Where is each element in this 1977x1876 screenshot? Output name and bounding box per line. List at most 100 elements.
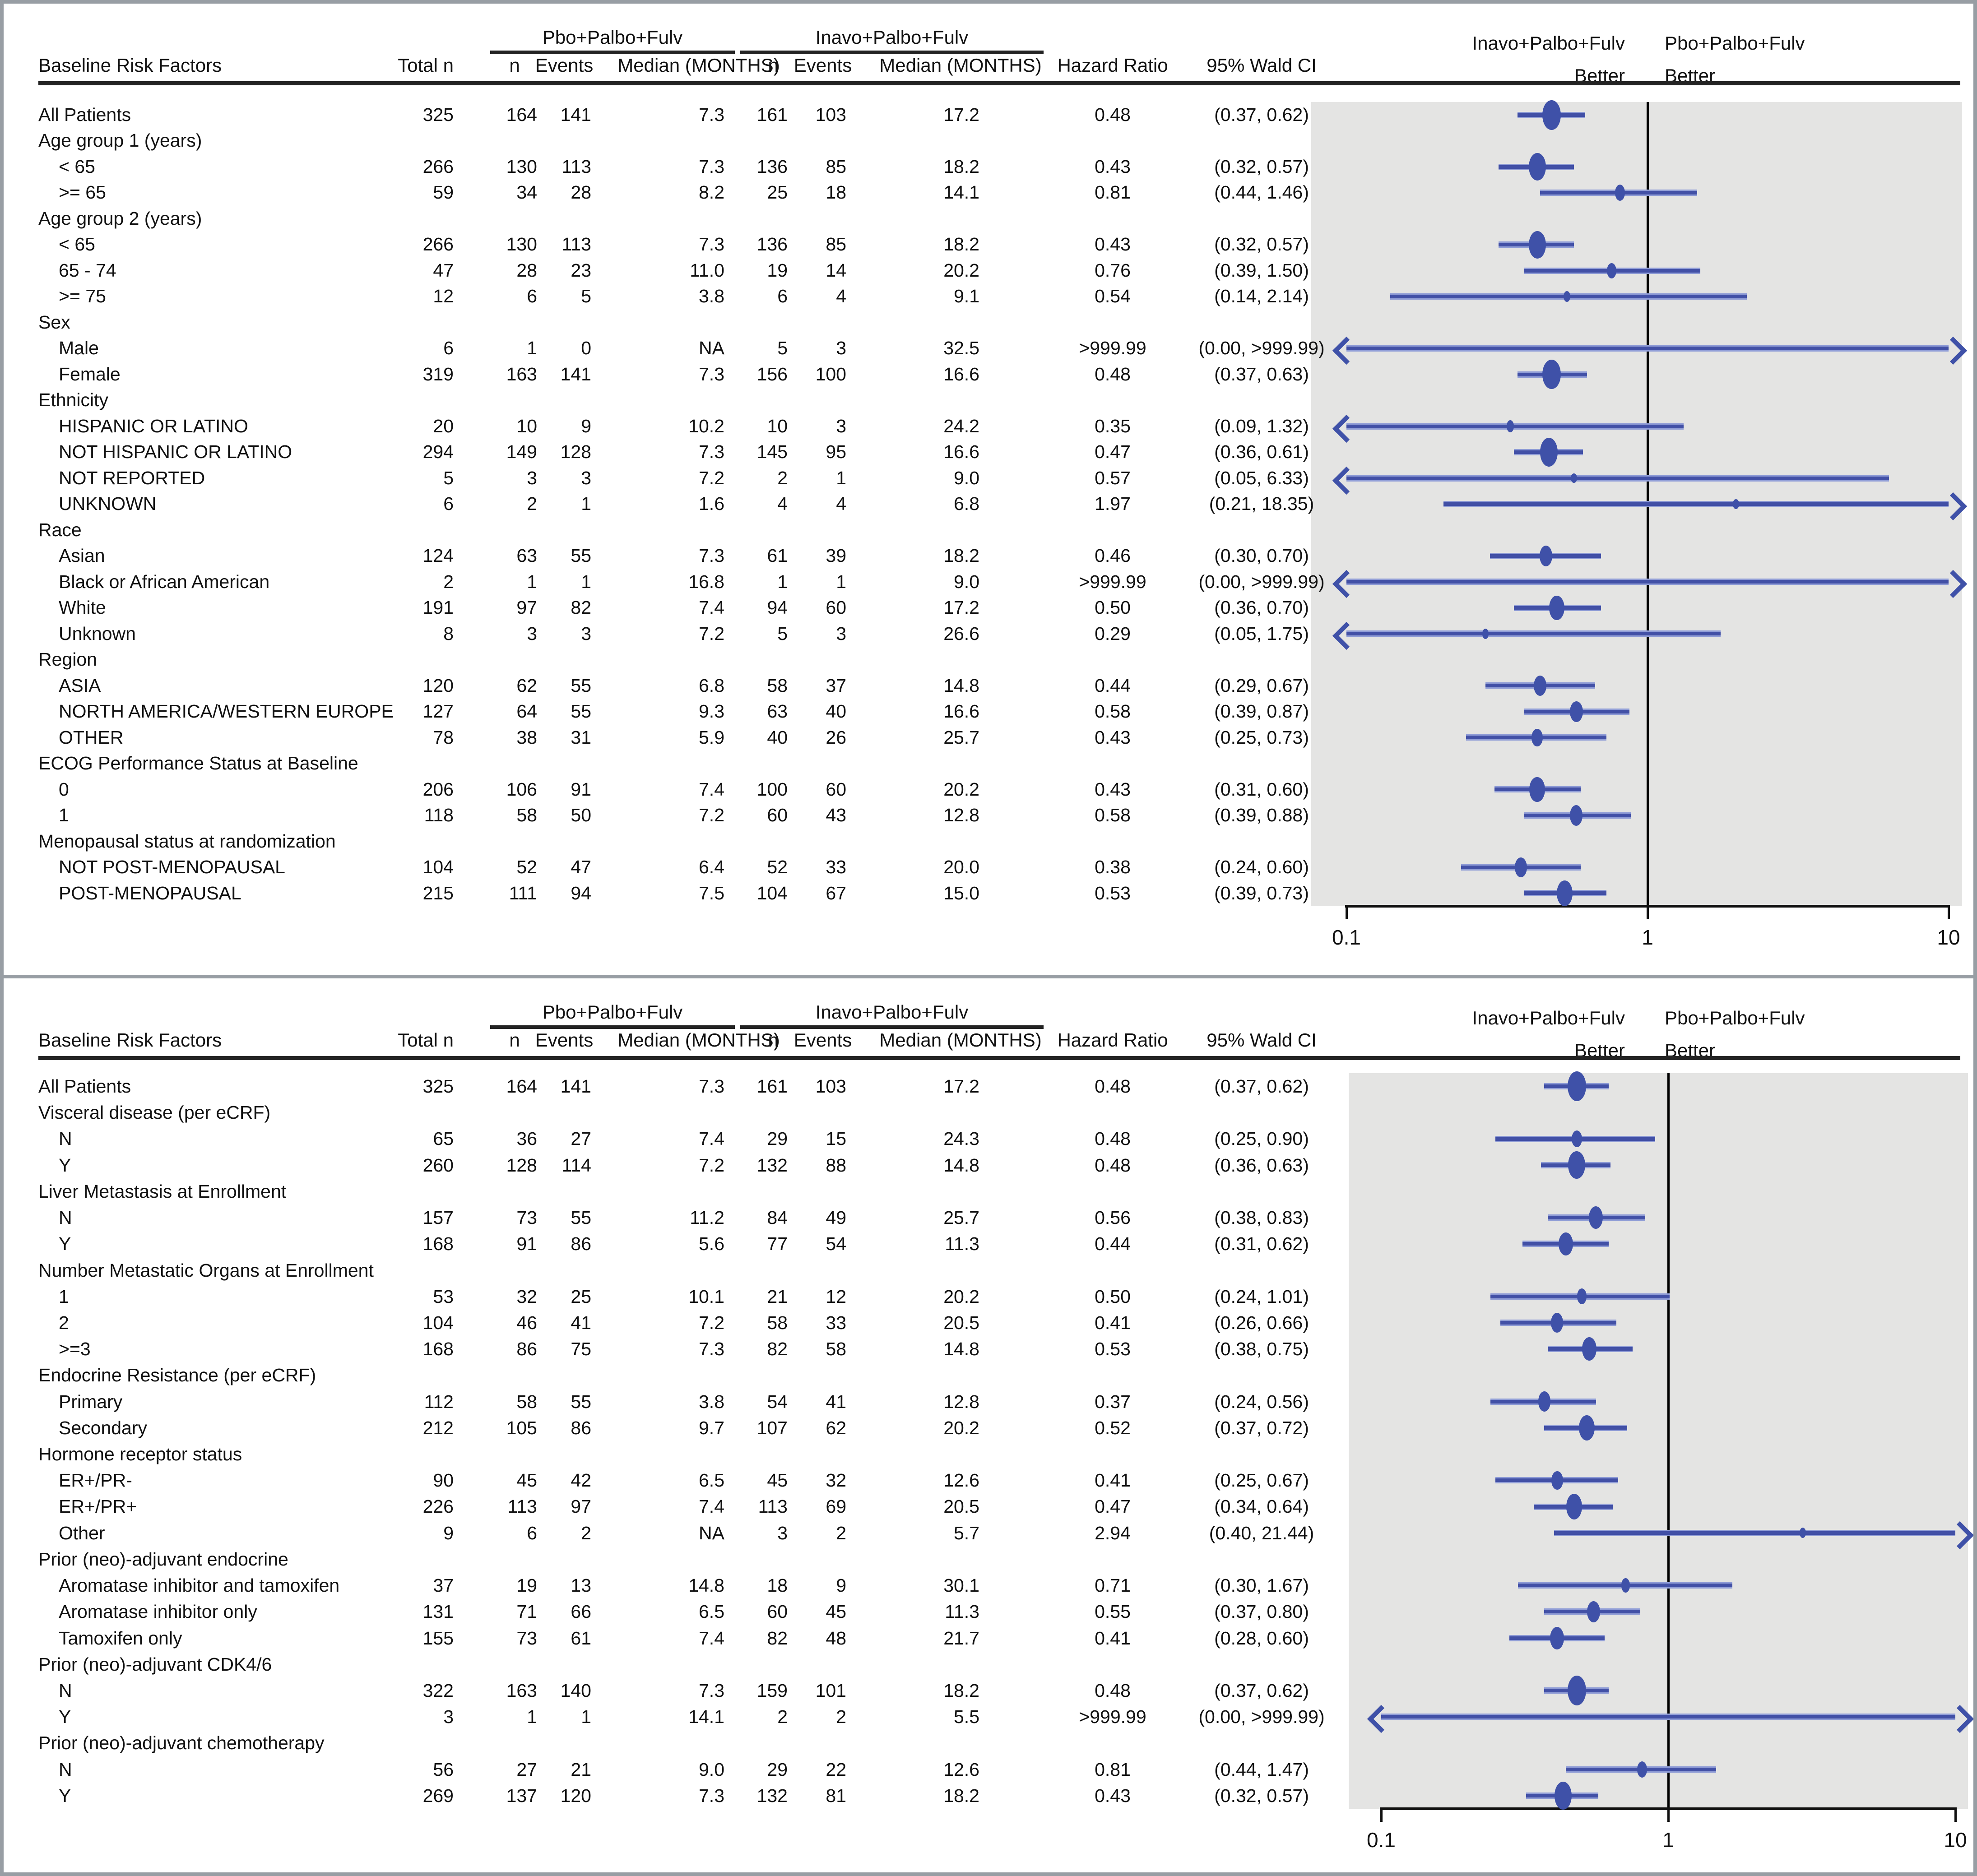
column-header-events-inavo: Events (794, 1029, 852, 1051)
cell-m1: 7.4 (699, 778, 724, 800)
subgroup-row-label: < 65 (59, 156, 95, 177)
cell-m2: 26.6 (943, 623, 979, 644)
cell-n2: 94 (767, 597, 788, 618)
cell-n2: 136 (756, 156, 788, 177)
ci-line (1346, 345, 1949, 352)
cell-hr: 0.43 (1095, 156, 1131, 177)
cell-n1: 149 (506, 441, 537, 463)
cell-m2: 11.3 (945, 1601, 979, 1622)
cell-e1: 55 (571, 1391, 591, 1412)
cell-m2: 14.8 (943, 1339, 979, 1360)
cell-e2: 101 (815, 1680, 846, 1701)
cell-total: 8 (443, 623, 454, 644)
cell-n2: 161 (756, 104, 788, 125)
subgroup-row-label: >= 65 (59, 182, 106, 203)
cell-hr: 0.56 (1095, 1207, 1131, 1228)
cell-total: 155 (422, 1627, 454, 1649)
cell-m1: 6.4 (699, 857, 724, 878)
cell-n1: 3 (527, 467, 537, 488)
cell-hr: 0.81 (1095, 1759, 1131, 1780)
cell-e1: 2 (581, 1522, 591, 1543)
subgroup-row-label: Black or African American (59, 571, 270, 592)
cell-total: 322 (422, 1680, 454, 1701)
cell-total: 215 (422, 882, 454, 903)
cell-total: 168 (422, 1339, 454, 1360)
cell-n2: 1 (777, 571, 788, 592)
column-header-median-pbo: Median (MONTHS) (617, 55, 780, 76)
cell-n1: 1 (527, 1706, 537, 1728)
cell-ci: (0.00, >999.99) (1198, 571, 1325, 592)
cell-n1: 164 (506, 1076, 537, 1097)
cell-e1: 128 (560, 441, 591, 463)
cell-e1: 1 (581, 571, 591, 592)
cell-n1: 58 (516, 805, 537, 826)
cell-hr: 0.43 (1095, 727, 1131, 748)
cell-n1: 111 (509, 882, 537, 903)
cell-n2: 18 (767, 1575, 788, 1596)
cell-m1: 6.5 (699, 1470, 724, 1491)
cell-e2: 3 (836, 623, 846, 644)
cell-m2: 24.2 (943, 415, 979, 436)
cell-e1: 94 (571, 882, 591, 903)
cell-ci: (0.24, 0.60) (1214, 857, 1309, 878)
cell-m2: 5.5 (954, 1706, 979, 1728)
ci-line (1346, 579, 1949, 585)
cell-ci: (0.00, >999.99) (1198, 338, 1325, 359)
cell-hr: 0.44 (1095, 1233, 1131, 1255)
subgroup-row-label: NOT POST-MENOPAUSAL (59, 857, 285, 878)
hr-marker (1531, 728, 1543, 747)
ci-line (1346, 630, 1721, 637)
cell-n2: 63 (767, 701, 788, 722)
cell-e1: 86 (571, 1417, 591, 1438)
subgroup-row-label: HISPANIC OR LATINO (59, 415, 248, 436)
cell-hr: 0.76 (1095, 259, 1131, 281)
cell-n2: 58 (767, 1312, 788, 1333)
forest-panel-bottom: Pbo+Palbo+Fulv Inavo+Palbo+Fulv Baseline… (4, 978, 1973, 1872)
cell-m2: 18.2 (943, 156, 979, 177)
cell-e1: 47 (571, 857, 591, 878)
cell-total: 47 (433, 259, 454, 281)
cell-total: 325 (422, 104, 454, 125)
cell-hr: 0.54 (1095, 286, 1131, 307)
cell-n1: 91 (516, 1233, 537, 1255)
cell-n2: 61 (767, 545, 788, 566)
cell-m1: 7.3 (699, 104, 724, 125)
cell-m1: 7.4 (699, 1128, 724, 1149)
cell-m1: 11.2 (690, 1207, 724, 1228)
cell-total: 59 (433, 182, 454, 203)
cell-e1: 113 (562, 156, 591, 177)
cell-m1: NA (699, 1522, 724, 1543)
subgroup-category-label: Sex (38, 311, 70, 333)
cell-e2: 49 (826, 1207, 846, 1228)
x-axis-tick (1346, 908, 1348, 919)
cell-total: 5 (443, 467, 454, 488)
cell-m1: 16.8 (688, 571, 724, 592)
x-axis-tick-label: 10 (1937, 926, 1960, 949)
hr-marker (1637, 1761, 1647, 1778)
cell-n2: 84 (767, 1207, 788, 1228)
x-axis-tick (1948, 908, 1950, 919)
cell-e1: 113 (562, 234, 591, 255)
hr-marker (1568, 1151, 1586, 1179)
cell-hr: 0.48 (1095, 363, 1131, 384)
cell-e1: 9 (581, 415, 591, 436)
cell-m1: 7.3 (699, 441, 724, 463)
cell-hr: 0.48 (1095, 1076, 1131, 1097)
subgroup-row-label: 0 (59, 778, 69, 800)
cell-m2: 14.8 (943, 675, 979, 696)
cell-m1: 7.3 (699, 1680, 724, 1701)
subgroup-row-label: UNKNOWN (59, 493, 157, 514)
cell-e2: 26 (826, 727, 846, 748)
cell-m1: 10.1 (688, 1286, 724, 1307)
cell-e2: 67 (826, 882, 846, 903)
cell-m2: 18.2 (943, 545, 979, 566)
cell-m2: 17.2 (943, 597, 979, 618)
cell-total: 325 (422, 1076, 454, 1097)
cell-ci: (0.37, 0.72) (1214, 1417, 1309, 1438)
cell-e2: 37 (826, 675, 846, 696)
cell-n2: 10 (767, 415, 788, 436)
x-axis-tick-label: 1 (1662, 1828, 1674, 1852)
cell-hr: 0.48 (1095, 1680, 1131, 1701)
cell-hr: 0.48 (1095, 104, 1131, 125)
cell-e1: 55 (571, 1207, 591, 1228)
